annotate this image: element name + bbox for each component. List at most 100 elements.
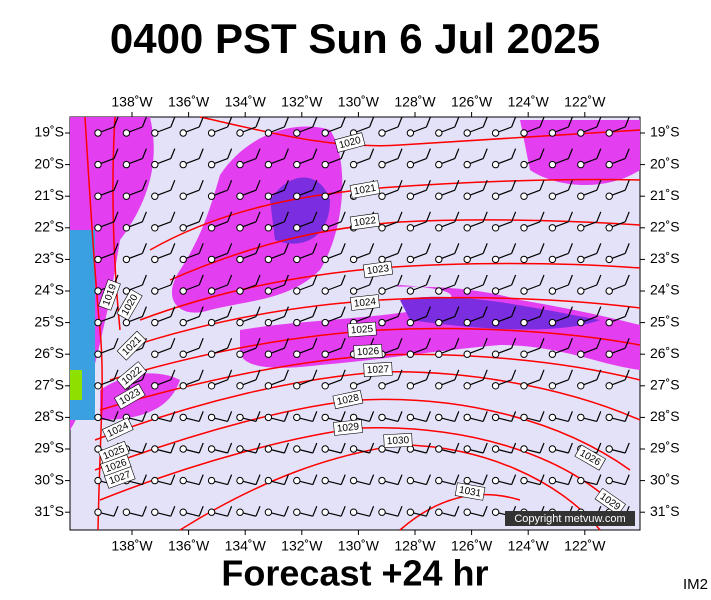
station xyxy=(236,192,244,200)
barb-flag xyxy=(397,116,403,128)
barb-flag xyxy=(454,337,460,349)
station xyxy=(548,129,557,137)
barb-flag xyxy=(227,442,233,454)
station xyxy=(491,192,500,200)
station xyxy=(349,255,358,264)
station xyxy=(605,224,613,232)
isobar-label: 1025 xyxy=(347,321,377,338)
barb-flag xyxy=(312,337,318,349)
station xyxy=(207,350,216,358)
isobar-label: 1020 xyxy=(334,132,366,153)
barb-flag xyxy=(511,211,517,223)
barb-flag xyxy=(369,442,375,454)
lat-label: 21˚S xyxy=(34,187,64,203)
lon-label: 136˚W xyxy=(168,94,210,110)
barb-flag xyxy=(312,306,318,317)
lon-label: 124˚W xyxy=(508,538,550,554)
station xyxy=(293,476,301,485)
station xyxy=(435,160,443,169)
barb-flag xyxy=(454,148,460,159)
isobar-label-text: 1021 xyxy=(353,183,377,198)
barb-flag xyxy=(596,411,602,422)
barb-flag xyxy=(198,148,204,159)
station xyxy=(463,160,471,169)
station xyxy=(349,382,358,390)
station xyxy=(293,287,301,295)
station xyxy=(207,224,216,232)
barb-flag xyxy=(255,179,261,191)
station xyxy=(520,445,528,453)
barb-flag xyxy=(227,369,233,381)
isobar-label: 1031 xyxy=(454,482,486,501)
barb-flag xyxy=(170,474,176,485)
barb-flag xyxy=(596,116,602,128)
lat-label: 27˚S xyxy=(34,377,64,393)
station xyxy=(378,476,386,485)
station xyxy=(321,287,329,295)
lat-label: 20˚S xyxy=(650,155,680,171)
isobar-label: 1022 xyxy=(349,212,381,231)
barb-flag xyxy=(170,116,176,128)
station xyxy=(548,382,557,390)
lat-label: 26˚S xyxy=(650,345,680,361)
station xyxy=(293,508,301,516)
isobar-label-text: 1028 xyxy=(336,392,360,407)
station xyxy=(321,445,329,453)
barb-flag xyxy=(227,243,233,254)
barb-flag xyxy=(596,337,602,349)
barb-flag xyxy=(539,243,545,254)
station xyxy=(264,382,273,390)
station xyxy=(207,382,216,390)
barb-flag xyxy=(198,274,204,286)
barb-flag xyxy=(596,274,602,286)
station xyxy=(463,350,471,358)
isobar-label: 1029 xyxy=(333,419,363,436)
lon-label: 128˚W xyxy=(394,538,436,554)
isobar-label: 1028 xyxy=(332,389,364,410)
station xyxy=(151,318,159,327)
barb-flag xyxy=(539,179,545,191)
barb-flag xyxy=(141,211,147,223)
barb-flag xyxy=(482,148,488,159)
barb-flag xyxy=(539,211,545,223)
barb-flag xyxy=(539,274,545,286)
barb-flag xyxy=(539,306,545,317)
barb-flag xyxy=(170,148,176,159)
station xyxy=(122,287,131,295)
lat-label: 29˚S xyxy=(650,440,680,456)
barb-flag xyxy=(596,369,602,381)
station xyxy=(264,445,273,453)
barb-flag xyxy=(198,505,204,517)
station xyxy=(463,476,471,485)
station xyxy=(463,318,471,327)
station xyxy=(293,160,301,169)
barb-flag xyxy=(340,179,346,191)
station xyxy=(179,413,187,422)
isobar-label-box xyxy=(594,487,626,516)
barb-flag xyxy=(454,411,460,422)
barb-flag xyxy=(624,337,630,349)
isobar-label-box xyxy=(363,361,393,378)
barb-flag xyxy=(198,442,204,454)
station xyxy=(151,192,159,200)
station xyxy=(321,255,329,264)
station xyxy=(179,224,187,232)
station xyxy=(151,350,159,358)
barb-flag xyxy=(482,306,488,317)
barb-flag xyxy=(141,505,147,517)
barb-flag xyxy=(539,442,545,454)
lon-label: 128˚W xyxy=(394,94,436,110)
barb-flag xyxy=(425,211,431,223)
isobar-label-box xyxy=(349,212,381,231)
station xyxy=(435,445,443,453)
barb-flag xyxy=(283,211,289,223)
barb-flag xyxy=(255,211,261,223)
station xyxy=(321,350,329,358)
barb-flag xyxy=(539,337,545,349)
station xyxy=(321,192,329,200)
barb-flag xyxy=(227,179,233,191)
barb-flag xyxy=(113,505,119,517)
barb-flag xyxy=(113,148,119,159)
barb-flag xyxy=(113,211,119,223)
